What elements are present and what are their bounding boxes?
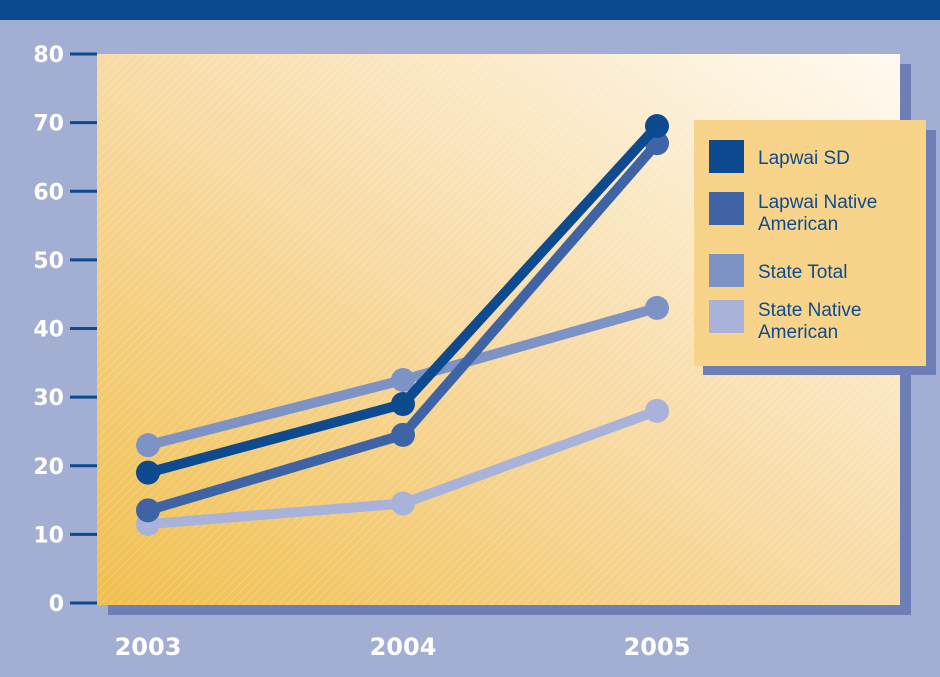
legend-swatch	[709, 254, 744, 287]
x-axis: 2003 2004 2005	[115, 633, 691, 661]
x-tick-label: 2005	[624, 633, 691, 661]
legend-label: Lapwai SD	[758, 148, 850, 169]
series-layer	[136, 114, 669, 537]
title-bar	[0, 0, 940, 20]
data-point	[645, 114, 669, 139]
legend-label: State Total	[758, 262, 847, 283]
data-point	[391, 391, 415, 416]
legend-swatch	[709, 192, 744, 225]
y-tick-label: 0	[49, 592, 64, 617]
y-tick-label: 80	[33, 43, 64, 68]
y-tick-label: 60	[33, 180, 64, 205]
x-tick-label: 2004	[370, 633, 437, 661]
legend-label: State Native American	[758, 300, 862, 343]
x-tick-label: 2003	[115, 633, 182, 661]
y-tick-label: 70	[33, 112, 64, 137]
y-axis: 0 10 20 30 40 50 60 70 80	[33, 43, 97, 617]
y-tick-label: 10	[33, 523, 64, 548]
y-tick-label: 40	[33, 318, 64, 343]
data-point	[136, 498, 160, 523]
legend-swatch	[709, 140, 744, 173]
data-point	[645, 398, 669, 423]
data-point	[391, 422, 415, 447]
y-tick-label: 20	[33, 455, 64, 480]
legend: Lapwai SD Lapwai Native American State Tota…	[709, 140, 877, 343]
legend-swatch	[709, 300, 744, 333]
data-point	[391, 491, 415, 516]
data-point	[391, 367, 415, 392]
data-point	[136, 433, 160, 458]
y-tick-label: 30	[33, 386, 64, 411]
legend-label: Lapwai Native American	[758, 192, 877, 235]
data-point	[645, 295, 669, 320]
data-point	[136, 460, 160, 485]
y-tick-label: 50	[33, 249, 64, 274]
